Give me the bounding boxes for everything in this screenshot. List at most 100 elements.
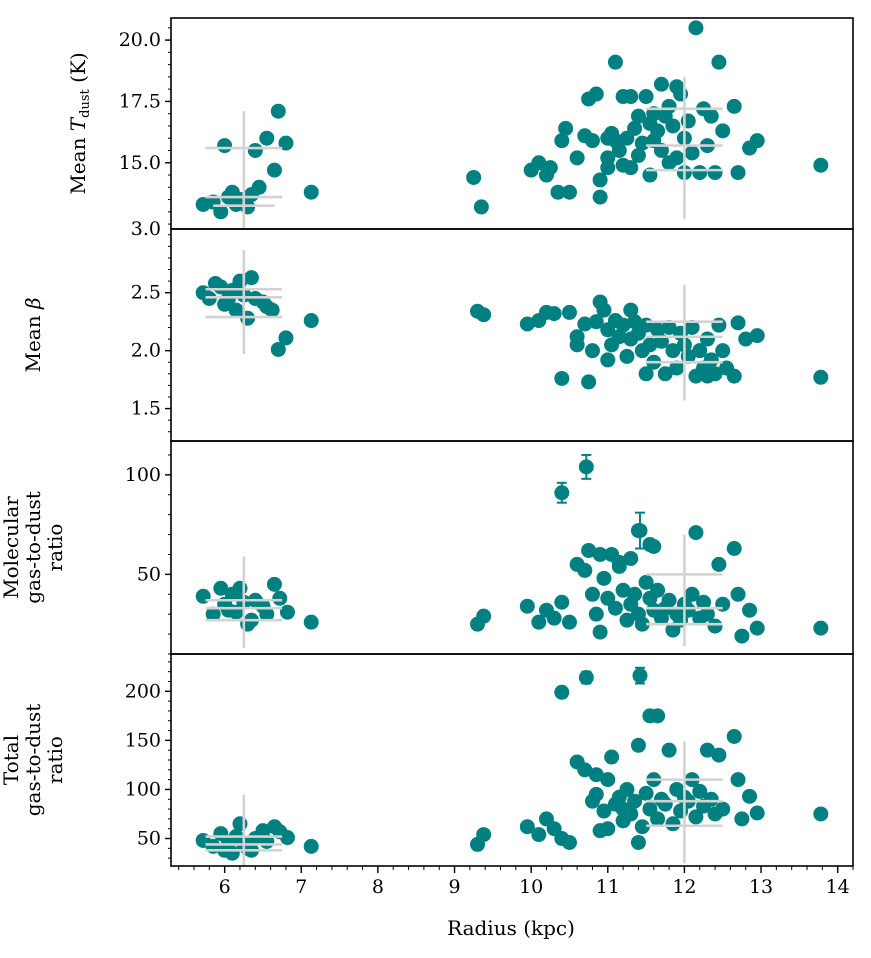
data-point — [588, 86, 604, 102]
data-point — [726, 98, 742, 114]
y-tick-label-bottom: 3.0 — [131, 218, 161, 240]
data-point — [749, 620, 765, 636]
data-point — [638, 574, 654, 590]
x-tick-label: 11 — [596, 876, 620, 898]
data-point — [554, 485, 570, 501]
data-point — [588, 606, 604, 622]
x-tick-label: 8 — [372, 876, 384, 898]
data-point — [592, 189, 608, 205]
data-point — [554, 594, 570, 610]
panels-group: 15.0 17.5 20.0 3.0 Mean Tdust (K) 1.5 2.0 2.5 Me… — [0, 17, 854, 898]
panel-marks — [195, 20, 829, 229]
y-tick-label: 2.0 — [131, 340, 161, 362]
data-point — [634, 616, 650, 632]
data-point — [650, 708, 666, 724]
data-point — [684, 145, 700, 161]
data-point — [264, 302, 280, 318]
data-point — [680, 113, 696, 129]
data-point — [657, 796, 673, 812]
data-point — [577, 316, 593, 332]
data-point — [669, 79, 685, 95]
data-point — [730, 165, 746, 181]
data-point — [669, 360, 685, 376]
data-point — [303, 838, 319, 854]
y-label-symbol: T — [66, 116, 90, 131]
data-point — [742, 788, 758, 804]
data-point — [476, 608, 492, 624]
data-point — [213, 580, 229, 596]
data-point — [247, 142, 263, 158]
data-point — [259, 130, 275, 146]
y-tick-label: 200 — [125, 680, 161, 702]
data-point — [531, 827, 547, 843]
data-point — [569, 337, 585, 353]
data-point — [665, 343, 681, 359]
data-point — [279, 830, 295, 846]
data-point — [577, 762, 593, 778]
data-point — [596, 302, 612, 318]
y-tick-label: 50 — [137, 828, 161, 850]
data-point — [519, 819, 535, 835]
data-point — [813, 369, 829, 385]
panel-1: 15.0 17.5 20.0 3.0 Mean Tdust (K) — [66, 17, 854, 240]
data-point — [623, 160, 639, 176]
data-point — [738, 331, 754, 347]
y-label-prefix: Mean — [66, 131, 90, 194]
data-point — [303, 614, 319, 630]
data-point — [638, 785, 654, 801]
data-point — [581, 374, 597, 390]
data-point — [600, 352, 616, 368]
data-point — [813, 806, 829, 822]
y-axis-label-line: gas-to-dust — [21, 704, 45, 817]
data-point — [692, 343, 708, 359]
data-point — [638, 89, 654, 105]
data-point — [726, 728, 742, 744]
data-point — [270, 103, 286, 119]
data-point — [611, 142, 627, 158]
data-point — [730, 315, 746, 331]
panel-marks — [195, 666, 829, 866]
data-point — [569, 150, 585, 166]
data-point — [730, 586, 746, 602]
data-point — [278, 330, 294, 346]
data-point — [711, 747, 727, 763]
data-point — [715, 123, 731, 139]
data-point — [217, 138, 233, 154]
panel-frame — [170, 440, 854, 655]
data-point — [707, 618, 723, 634]
data-point — [623, 302, 639, 318]
data-point — [531, 614, 547, 630]
data-point — [688, 809, 704, 825]
panel-marks — [195, 249, 829, 401]
data-point — [542, 160, 558, 176]
data-point — [711, 54, 727, 70]
data-point — [546, 610, 562, 626]
x-tick-label: 10 — [519, 876, 543, 898]
data-point — [661, 98, 677, 114]
data-point — [707, 165, 723, 181]
data-point — [684, 586, 700, 602]
data-point — [600, 130, 616, 146]
data-point — [630, 108, 646, 124]
data-point — [476, 307, 492, 323]
data-point — [232, 816, 248, 832]
data-point — [642, 337, 658, 353]
data-point — [657, 366, 673, 382]
data-point — [661, 155, 677, 171]
data-point — [696, 594, 712, 610]
data-point — [584, 343, 600, 359]
y-label-suffix: (K) — [66, 52, 90, 89]
y-tick-label: 2.5 — [131, 282, 161, 304]
data-point — [630, 147, 646, 163]
data-point — [619, 612, 635, 628]
data-point — [596, 803, 612, 819]
data-point — [588, 786, 604, 802]
data-point — [266, 162, 282, 178]
data-point — [600, 772, 616, 788]
data-point — [703, 352, 719, 368]
data-point — [473, 199, 489, 215]
x-tick-label: 9 — [448, 876, 460, 898]
data-point — [561, 184, 577, 200]
